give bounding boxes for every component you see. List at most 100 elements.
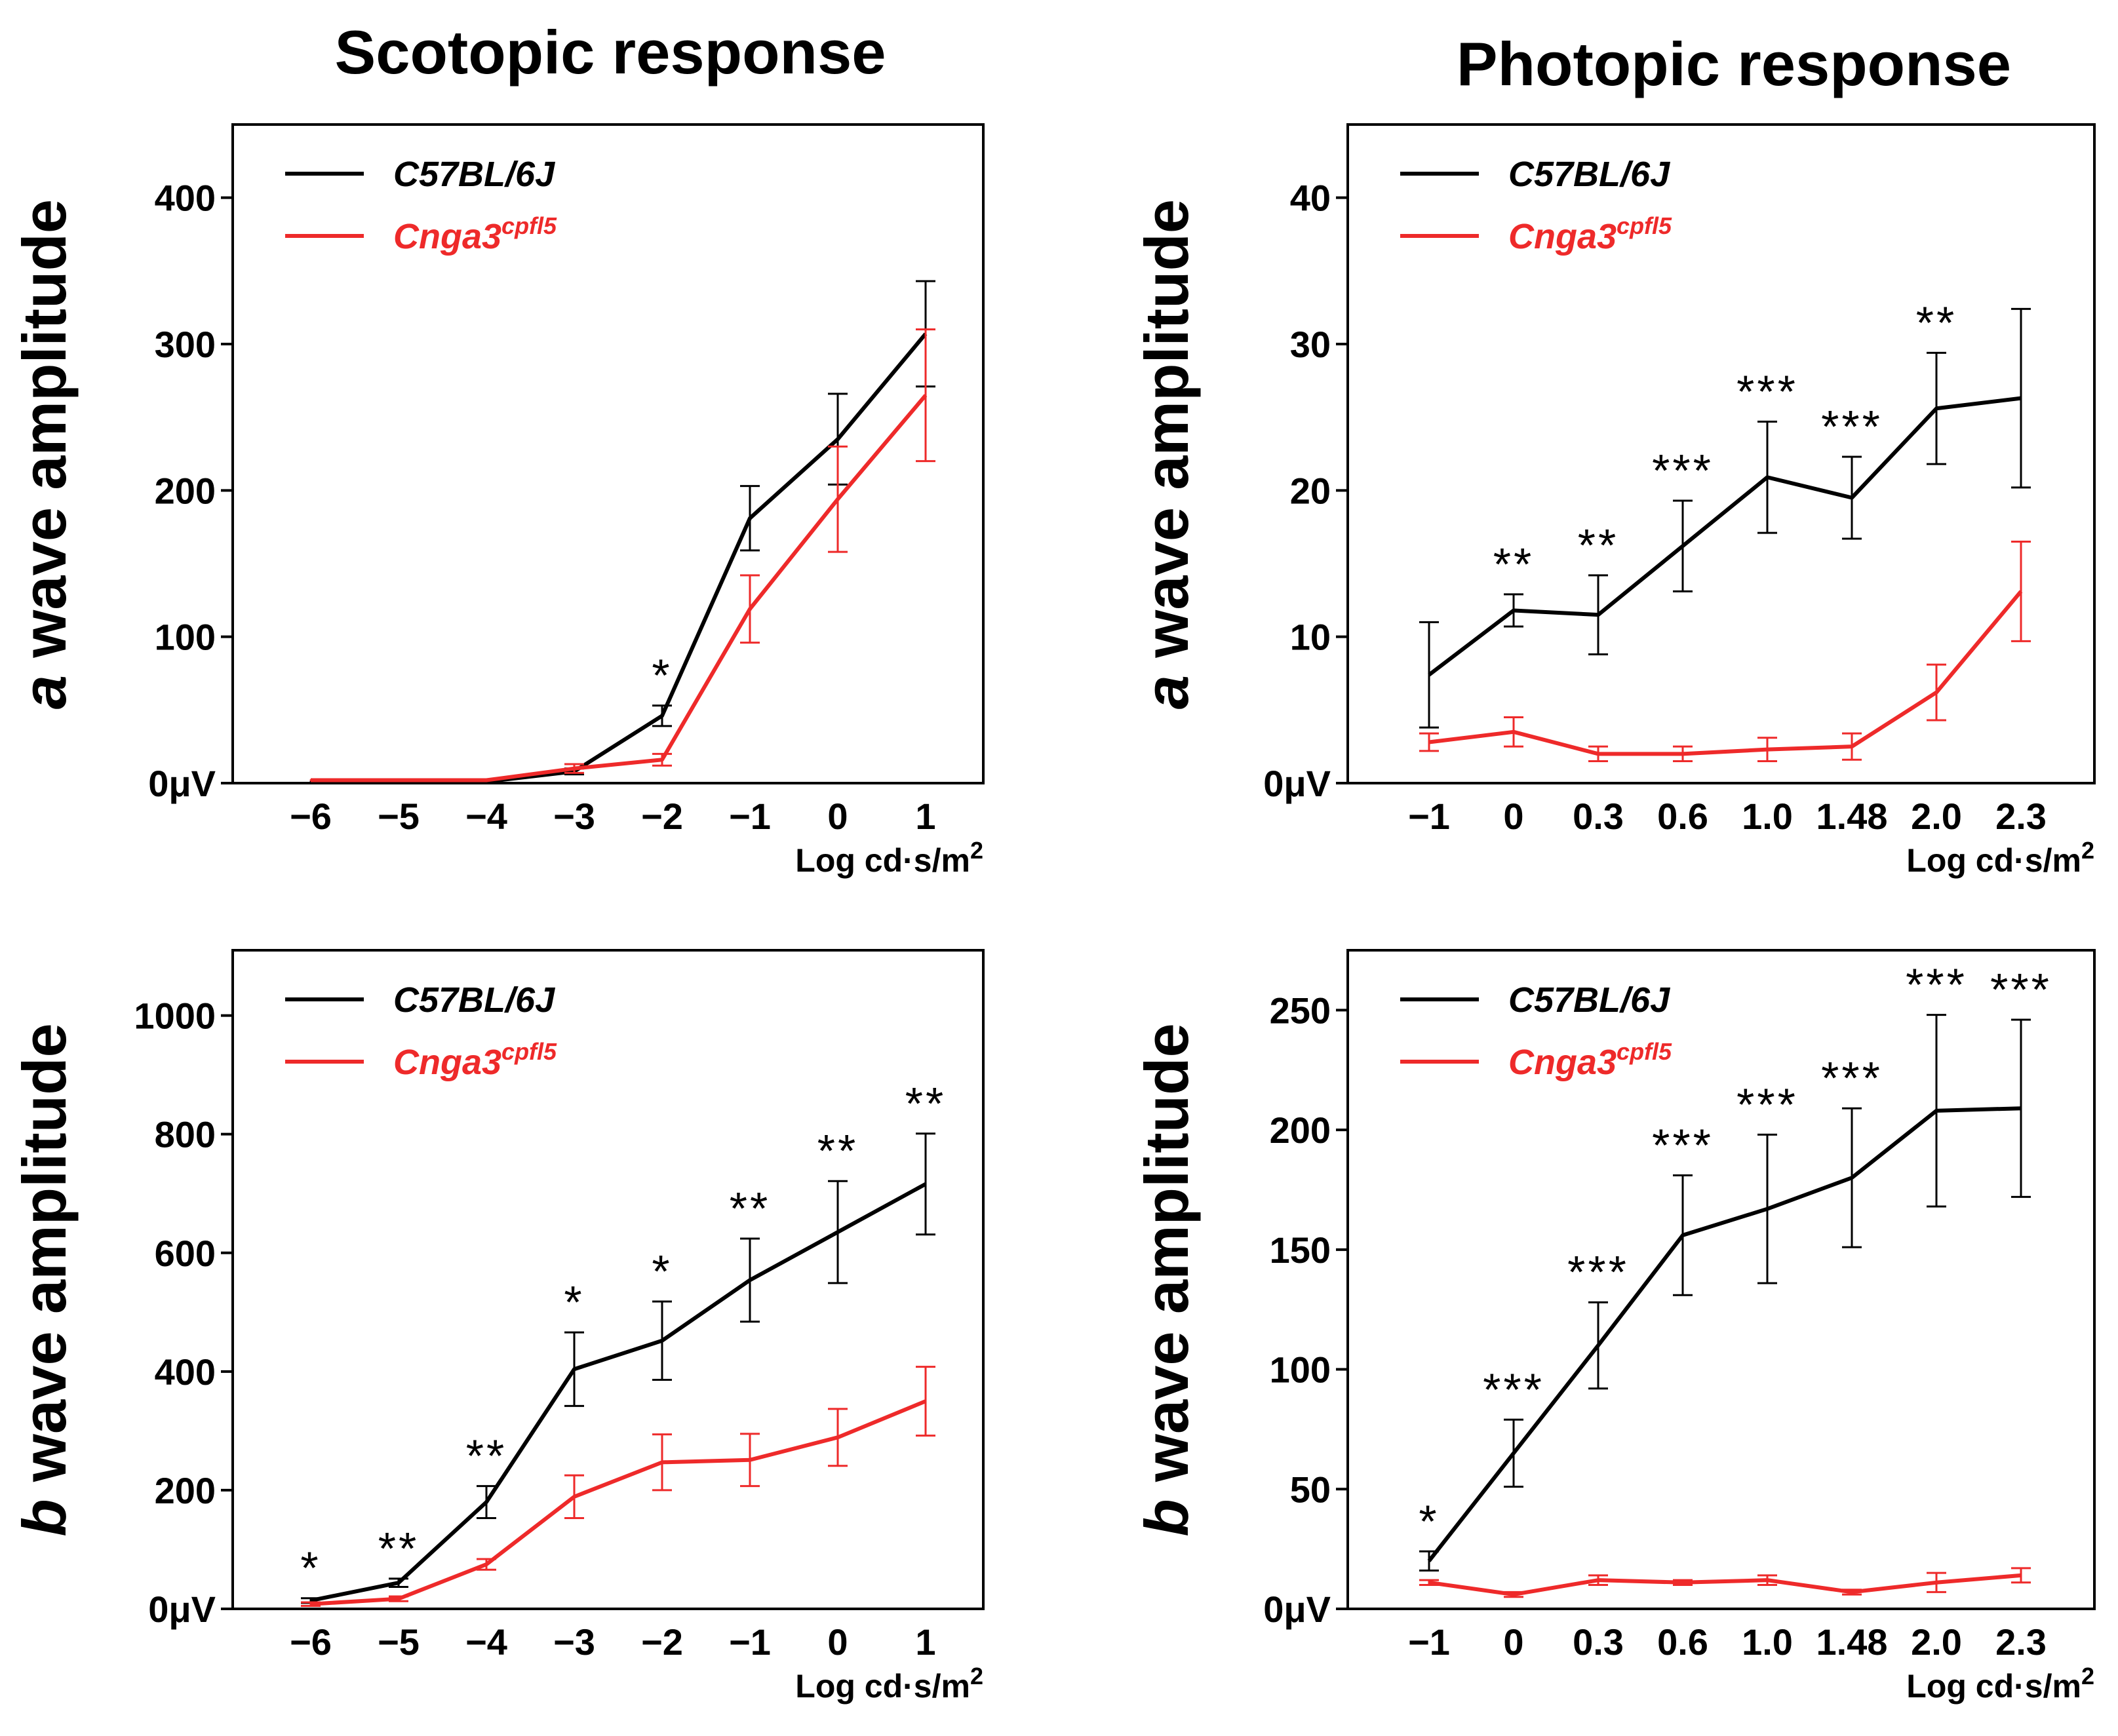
x-tick-label: −3 (553, 1621, 595, 1663)
data-point (924, 1183, 927, 1186)
data-point (836, 438, 839, 440)
series-mutant (309, 328, 935, 782)
x-tick-label: −1 (729, 1621, 771, 1663)
data-point (661, 1461, 663, 1463)
legend-label-superscript: cpfl5 (501, 212, 557, 239)
data-point (1766, 1579, 1769, 1581)
x-tick-label: 1 (915, 1621, 935, 1663)
significance-stars: *** (1652, 445, 1714, 496)
y-tick-label: 100 (1270, 1349, 1331, 1391)
x-tick-label: 2.0 (1911, 1621, 1962, 1663)
x-tick-label: −5 (378, 796, 420, 837)
y-axis-label: a wave amplitude (10, 199, 79, 709)
significance-stars: ** (378, 1523, 419, 1574)
x-tick-label: −2 (641, 796, 683, 837)
data-point (2020, 590, 2022, 592)
significance-stars: ** (466, 1431, 507, 1482)
x-axis-label: Log cd·s/m2 (795, 837, 983, 879)
series-mutant (1419, 1567, 2031, 1598)
series-mutant (1419, 541, 2031, 762)
legend-label: C57BL/6J (393, 980, 555, 1020)
data-point (1512, 731, 1515, 733)
x-tick-label: −2 (641, 1621, 683, 1663)
significance-stars: ** (1493, 539, 1534, 590)
significance-stars: *** (1821, 1052, 1883, 1104)
significance-stars: ** (730, 1183, 770, 1234)
data-point (1851, 1591, 1853, 1593)
plot-frame (231, 949, 985, 1610)
series-line (311, 394, 928, 782)
x-tick-label: −1 (729, 796, 771, 837)
data-point (2020, 1574, 2022, 1577)
significance-stars: *** (1483, 1364, 1544, 1415)
significance-stars: *** (1990, 964, 2052, 1015)
significance-stars: * (652, 1246, 672, 1297)
x-tick-label: 0 (827, 796, 848, 837)
plot-frame (231, 123, 985, 784)
legend: C57BL/6J Cnga3cpfl5 (1400, 980, 1672, 1082)
data-point (1597, 1579, 1599, 1581)
significance-stars: *** (1736, 1079, 1798, 1130)
data-point (1512, 1593, 1515, 1596)
data-point (836, 498, 839, 501)
data-point (309, 1599, 312, 1602)
y-tick-label: 10 (1290, 617, 1331, 658)
y-axis-label-letter: b (10, 1499, 79, 1536)
data-point (1851, 497, 1853, 499)
series-wild-type (1419, 1014, 2031, 1572)
data-point (397, 779, 400, 782)
x-tick-label: 2.3 (1995, 796, 2047, 837)
legend-label: C57BL/6J (1508, 980, 1670, 1020)
data-point (1681, 545, 1684, 547)
data-point (309, 779, 312, 782)
legend: C57BL/6J Cnga3cpfl5 (285, 155, 557, 256)
data-point (485, 1563, 488, 1566)
x-axis-label-superscript: 2 (2081, 837, 2094, 864)
data-point (1681, 752, 1684, 755)
data-point (485, 1501, 488, 1503)
data-point (485, 779, 488, 782)
title-photopic: Photopic response (1457, 29, 2011, 98)
x-tick-label: 1.48 (1816, 1621, 1888, 1663)
y-tick-label: 0μV (148, 1589, 216, 1630)
x-tick-label: −5 (378, 1621, 420, 1663)
data-point (1935, 1581, 1938, 1584)
data-point (397, 1581, 400, 1584)
data-point (1597, 752, 1599, 755)
x-tick-label: −6 (290, 796, 332, 837)
significance-stars: *** (1821, 401, 1883, 452)
data-point (836, 1436, 839, 1438)
data-point (749, 1279, 751, 1281)
data-point (1512, 1452, 1515, 1454)
legend-label: Cnga3cpfl5 (393, 212, 557, 256)
data-point (1681, 1234, 1684, 1237)
data-point (573, 1495, 576, 1498)
y-tick-label: 50 (1290, 1469, 1331, 1510)
y-tick-label: 400 (155, 178, 216, 219)
significance-stars: *** (1567, 1246, 1629, 1298)
y-axis-label-letter: b (1132, 1499, 1201, 1536)
series-mutant (301, 1366, 935, 1607)
y-tick-label: 40 (1290, 178, 1331, 219)
x-tick-label: 1.48 (1816, 796, 1888, 837)
series-line (1428, 590, 2023, 756)
x-tick-label: 2.3 (1995, 1621, 2047, 1663)
y-tick-label: 600 (155, 1233, 216, 1274)
data-point (1681, 1581, 1684, 1584)
series-line (310, 1182, 927, 1603)
legend: C57BL/6J Cnga3cpfl5 (1400, 155, 1672, 256)
significance-stars: * (652, 650, 672, 701)
y-tick-label: 0μV (148, 763, 216, 804)
data-point (1935, 691, 1938, 694)
x-tick-label: 0 (1503, 796, 1523, 837)
data-point (573, 767, 576, 770)
legend: C57BL/6J Cnga3cpfl5 (285, 980, 557, 1082)
y-tick-label: 200 (155, 470, 216, 511)
significance-stars: * (300, 1543, 321, 1594)
y-tick-label: 300 (155, 324, 216, 365)
series-line (310, 1399, 927, 1606)
x-tick-label: 0.3 (1573, 796, 1624, 837)
